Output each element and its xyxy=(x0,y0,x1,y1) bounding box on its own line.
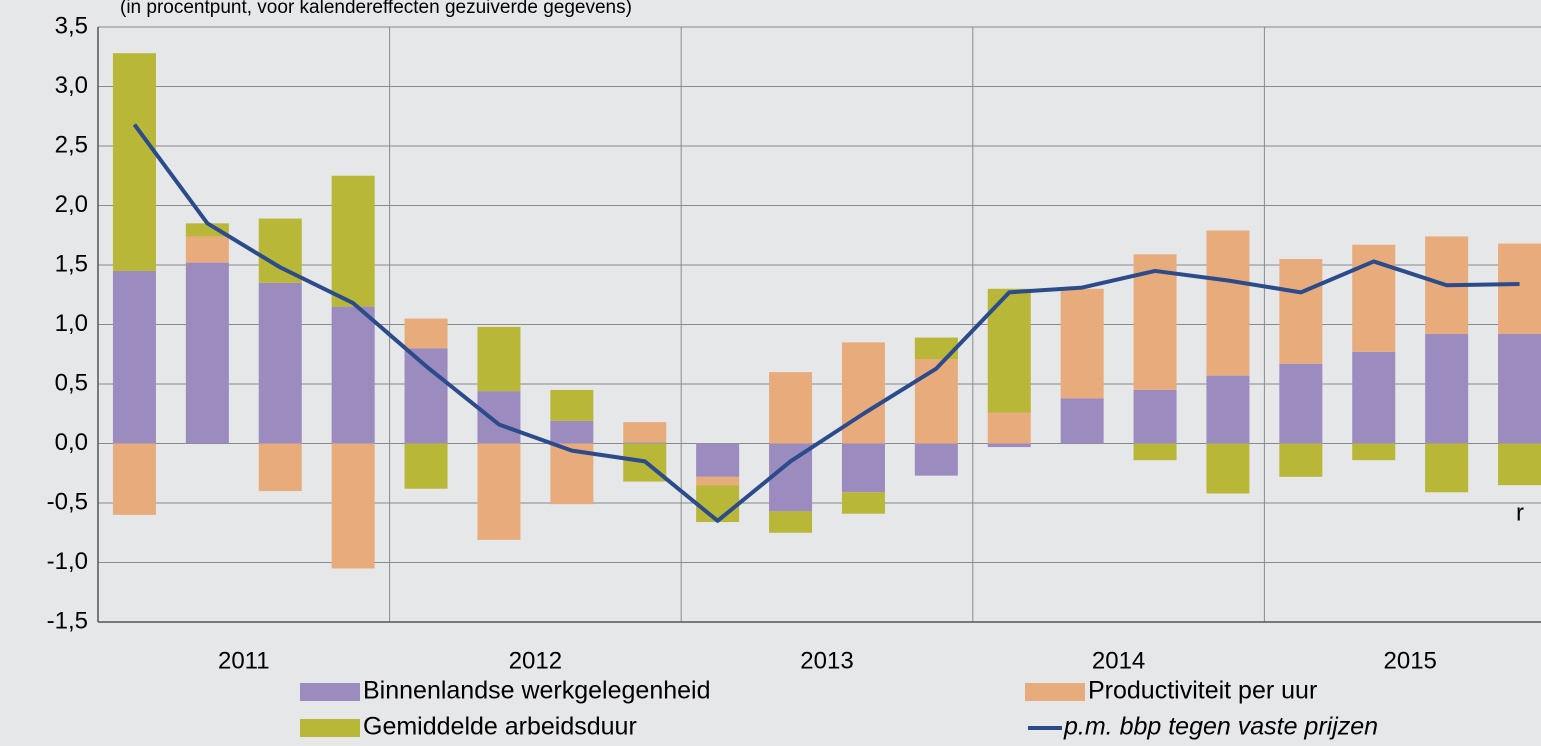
y-tick-label: -1,0 xyxy=(47,548,88,575)
legend-label: Binnenlandse werkgelegenheid xyxy=(363,677,711,705)
bar-segment xyxy=(623,442,667,444)
bar-segment xyxy=(987,412,1031,444)
bar-segment xyxy=(1206,230,1250,376)
bar-segment xyxy=(1133,254,1177,390)
bar-segment xyxy=(623,422,667,443)
bar-segment xyxy=(258,218,302,283)
bar-segment xyxy=(696,485,740,523)
bar-segment xyxy=(112,270,156,444)
legend-label: Gemiddelde arbeidsduur xyxy=(363,713,637,741)
bar-segment xyxy=(404,318,448,349)
bar-segment xyxy=(1498,443,1541,486)
bar-segment xyxy=(1206,375,1250,444)
bar-segment xyxy=(1206,443,1250,494)
bar-segment xyxy=(112,53,156,271)
bar-segment xyxy=(696,476,740,486)
bar-segment xyxy=(1279,363,1323,444)
x-group-label: 2012 xyxy=(509,647,562,674)
legend-swatch xyxy=(1025,683,1085,701)
bar-segment xyxy=(331,443,375,569)
bar-segment xyxy=(769,511,813,533)
bar-segment xyxy=(258,282,302,444)
bar-segment xyxy=(1425,334,1469,444)
y-tick-label: -0,5 xyxy=(47,488,88,515)
bar-segment xyxy=(331,175,375,307)
annotation: r xyxy=(1516,499,1524,526)
bar-segment xyxy=(914,443,958,476)
bar-segment xyxy=(258,443,302,492)
bar-segment xyxy=(1352,443,1396,461)
x-group-label: 2013 xyxy=(800,647,853,674)
y-tick-label: 2,0 xyxy=(55,191,88,218)
x-group-label: 2015 xyxy=(1384,647,1437,674)
x-group-label: 2014 xyxy=(1092,647,1145,674)
y-tick-label: 3,5 xyxy=(55,12,88,39)
bar-segment xyxy=(477,391,521,444)
bar-segment xyxy=(696,443,740,477)
bar-segment xyxy=(1133,389,1177,444)
y-tick-label: 1,0 xyxy=(55,310,88,337)
bar-segment xyxy=(1279,259,1323,364)
bar-segment xyxy=(841,443,885,493)
bar-segment xyxy=(769,443,813,512)
bar-segment xyxy=(914,359,958,444)
x-group-label: 2011 xyxy=(218,647,270,674)
y-tick-label: -1,5 xyxy=(47,607,88,634)
bar-segment xyxy=(769,372,813,444)
bar-segment xyxy=(331,306,375,444)
bar-segment xyxy=(185,223,229,237)
bar-segment xyxy=(112,443,156,515)
bar-segment xyxy=(1060,288,1104,399)
bar-segment xyxy=(477,326,521,392)
bar-segment xyxy=(477,443,521,540)
bar-segment xyxy=(550,420,594,444)
bar-segment xyxy=(1133,443,1177,461)
bar-segment xyxy=(1425,443,1469,493)
line-series xyxy=(132,123,1520,523)
y-tick-label: 0,0 xyxy=(55,429,88,456)
bar-segment xyxy=(914,337,958,360)
bar-segment xyxy=(1498,334,1541,444)
y-tick-label: 2,5 xyxy=(55,131,88,158)
bar-segment xyxy=(550,389,594,421)
legend-label: p.m. bbp tegen vaste prijzen xyxy=(1063,713,1378,741)
y-tick-label: 1,5 xyxy=(55,250,88,277)
bar-segment xyxy=(1498,243,1541,335)
legend-swatch xyxy=(300,683,360,701)
bar-segment xyxy=(841,492,885,514)
bar-segment xyxy=(1352,351,1396,444)
bar-segment xyxy=(404,348,448,444)
legend-label: Productiviteit per uur xyxy=(1088,677,1317,705)
y-tick-label: 0,5 xyxy=(55,369,88,396)
bar-segment xyxy=(987,443,1031,448)
bar-segment xyxy=(841,342,885,444)
bar-segment xyxy=(185,236,229,263)
chart-subtitle: (in procentpunt, voor kalendereffecten g… xyxy=(120,0,632,18)
bar-segment xyxy=(1060,398,1104,444)
bar-segment xyxy=(404,443,448,489)
bar-segment xyxy=(185,262,229,444)
bar-segment xyxy=(1279,443,1323,477)
y-tick-label: 3,0 xyxy=(55,72,88,99)
legend-swatch xyxy=(300,719,360,737)
